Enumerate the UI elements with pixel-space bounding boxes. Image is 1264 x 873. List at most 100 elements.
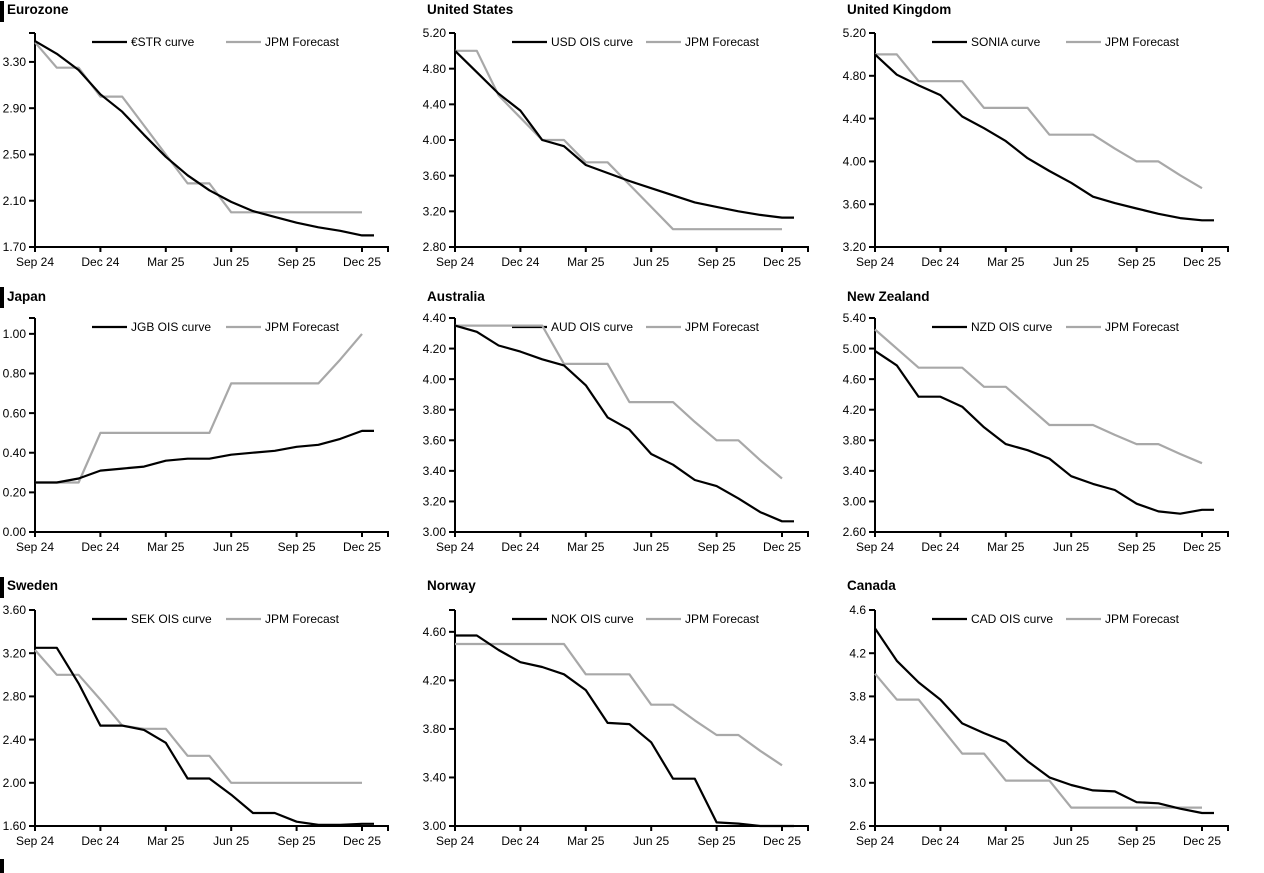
y-tick-label: 3.20	[423, 495, 447, 509]
chart-svg-japan: 0.00 0.20 0.40 0.60 0.80 1.00 Sep 24 Dec 24 Mar …	[3, 317, 389, 554]
chart-title-japan: Japan	[7, 289, 47, 304]
y-tick-label: 5.20	[843, 26, 867, 40]
y-tick-label: 1.60	[3, 819, 27, 833]
y-tick-label: 5.20	[423, 26, 447, 40]
x-tick-label: Dec 25	[1183, 540, 1221, 554]
x-tick-label: Jun 25	[633, 255, 669, 269]
y-tick-label: 4.2	[849, 646, 866, 660]
y-tick-label: 4.40	[423, 98, 447, 112]
x-tick-label: Sep 24	[856, 540, 894, 554]
chart-svg-canada: 2.6 3.0 3.4 3.8 4.2 4.6 Sep 24 Dec 24 Mar 25 Jun …	[849, 603, 1229, 848]
x-tick-label: Jun 25	[213, 540, 249, 554]
x-tick-label: Sep 25	[698, 834, 736, 848]
x-tick-label: Sep 25	[278, 540, 316, 554]
x-tick-label: Jun 25	[633, 540, 669, 554]
chart-japan: 0.00 0.20 0.40 0.60 0.80 1.00 Sep 24 Dec 24 Mar …	[0, 285, 420, 570]
legend-ois-curve-label: SONIA curve	[971, 35, 1041, 49]
y-tick-label: 3.60	[843, 197, 867, 211]
y-tick-label: 3.40	[423, 771, 447, 785]
x-tick-label: Jun 25	[1053, 540, 1089, 554]
y-tick-label: 3.80	[843, 433, 867, 447]
x-tick-label: Mar 25	[987, 540, 1025, 554]
x-tick-label: Mar 25	[567, 255, 605, 269]
y-tick-label: 2.90	[3, 101, 27, 115]
y-tick-label: 3.30	[3, 55, 27, 69]
x-tick-label: Dec 25	[343, 540, 381, 554]
y-tick-label: 5.00	[843, 342, 867, 356]
ois-curve-line	[455, 634, 794, 828]
y-tick-label: 3.8	[849, 690, 866, 704]
y-tick-label: 4.80	[423, 62, 447, 76]
y-tick-label: 0.60	[3, 406, 27, 420]
legend-ois-curve-label: NZD OIS curve	[971, 320, 1053, 334]
x-tick-label: Jun 25	[633, 834, 669, 848]
legend-ois-curve-label: AUD OIS curve	[551, 320, 633, 334]
x-tick-label: Dec 25	[763, 540, 801, 554]
y-tick-label: 4.40	[423, 311, 447, 325]
y-tick-label: 3.20	[843, 240, 867, 254]
y-tick-label: 3.20	[423, 205, 447, 219]
section-marker-row3	[0, 577, 4, 598]
x-tick-label: Sep 24	[436, 540, 474, 554]
chart-svg-norway: 3.00 3.40 3.80 4.20 4.60 Sep 24 Dec 24 Mar 25 Ju…	[423, 609, 809, 848]
y-tick-label: 4.20	[843, 403, 867, 417]
x-tick-label: Sep 24	[436, 834, 474, 848]
x-tick-label: Dec 24	[921, 540, 959, 554]
legend-jpm-forecast-label: JPM Forecast	[1105, 320, 1180, 334]
jpm-forecast-line	[455, 642, 783, 767]
x-tick-label: Jun 25	[1053, 255, 1089, 269]
x-tick-label: Mar 25	[147, 540, 185, 554]
x-tick-label: Dec 25	[343, 255, 381, 269]
chart-canada: 2.6 3.0 3.4 3.8 4.2 4.6 Sep 24 Dec 24 Mar 25 Jun …	[840, 570, 1264, 873]
y-tick-label: 0.00	[3, 525, 27, 539]
y-tick-label: 2.40	[3, 733, 27, 747]
legend-ois-curve-label: NOK OIS curve	[551, 612, 634, 626]
x-tick-label: Jun 25	[1053, 834, 1089, 848]
chart-svg-united-states: 2.80 3.20 3.60 4.00 4.40 4.80 5.20 Sep 24 Dec 24…	[423, 26, 809, 269]
y-tick-label: 2.80	[3, 690, 27, 704]
x-tick-label: Sep 25	[698, 540, 736, 554]
y-tick-label: 3.80	[423, 722, 447, 736]
jpm-forecast-line	[34, 649, 362, 784]
chart-svg-united-kingdom: 3.20 3.60 4.00 4.40 4.80 5.20 Sep 24 Dec 24 Mar …	[843, 26, 1229, 269]
y-tick-label: 1.00	[3, 327, 27, 341]
x-tick-label: Mar 25	[147, 834, 185, 848]
chart-svg-australia: 3.00 3.20 3.40 3.60 3.80 4.00 4.20 4.40 Sep 24 De…	[423, 311, 809, 554]
x-tick-label: Dec 24	[501, 834, 539, 848]
legend-jpm-forecast-label: JPM Forecast	[685, 612, 760, 626]
y-tick-label: 3.00	[423, 525, 447, 539]
y-tick-label: 4.80	[843, 69, 867, 83]
x-tick-label: Dec 24	[81, 834, 119, 848]
ois-curve-line	[874, 53, 1214, 222]
chart-title-new-zealand: New Zealand	[847, 289, 930, 304]
legend-jpm-forecast-label: JPM Forecast	[265, 35, 340, 49]
ois-curve-line	[874, 627, 1214, 815]
x-tick-label: Mar 25	[147, 255, 185, 269]
x-tick-label: Sep 25	[698, 255, 736, 269]
section-marker-row1	[0, 1, 4, 22]
y-tick-label: 0.40	[3, 446, 27, 460]
legend-jpm-forecast-label: JPM Forecast	[1105, 35, 1180, 49]
legend-jpm-forecast-label: JPM Forecast	[685, 320, 760, 334]
chart-australia: 3.00 3.20 3.40 3.60 3.80 4.00 4.20 4.40 Sep 24 De…	[420, 285, 840, 570]
x-tick-label: Dec 24	[501, 255, 539, 269]
x-tick-label: Sep 24	[16, 255, 54, 269]
ois-curve-line	[454, 50, 794, 219]
y-tick-label: 4.60	[423, 625, 447, 639]
x-tick-label: Dec 24	[501, 540, 539, 554]
y-tick-label: 3.00	[423, 819, 447, 833]
y-tick-label: 4.00	[423, 372, 447, 386]
jpm-forecast-line	[455, 49, 782, 231]
y-tick-label: 3.0	[849, 776, 866, 790]
section-marker-row2	[0, 287, 4, 308]
x-tick-label: Mar 25	[987, 255, 1025, 269]
y-tick-label: 2.6	[849, 819, 866, 833]
x-tick-label: Sep 24	[16, 834, 54, 848]
y-tick-label: 4.00	[423, 133, 447, 147]
chart-eurozone: 1.70 2.10 2.50 2.90 3.30 Sep 24 Dec 24 Mar 25 Ju…	[0, 0, 420, 285]
y-tick-label: 3.40	[423, 464, 447, 478]
chart-title-sweden: Sweden	[7, 578, 59, 593]
x-tick-label: Jun 25	[213, 834, 249, 848]
jpm-forecast-line	[35, 333, 363, 484]
y-tick-label: 3.20	[3, 646, 27, 660]
